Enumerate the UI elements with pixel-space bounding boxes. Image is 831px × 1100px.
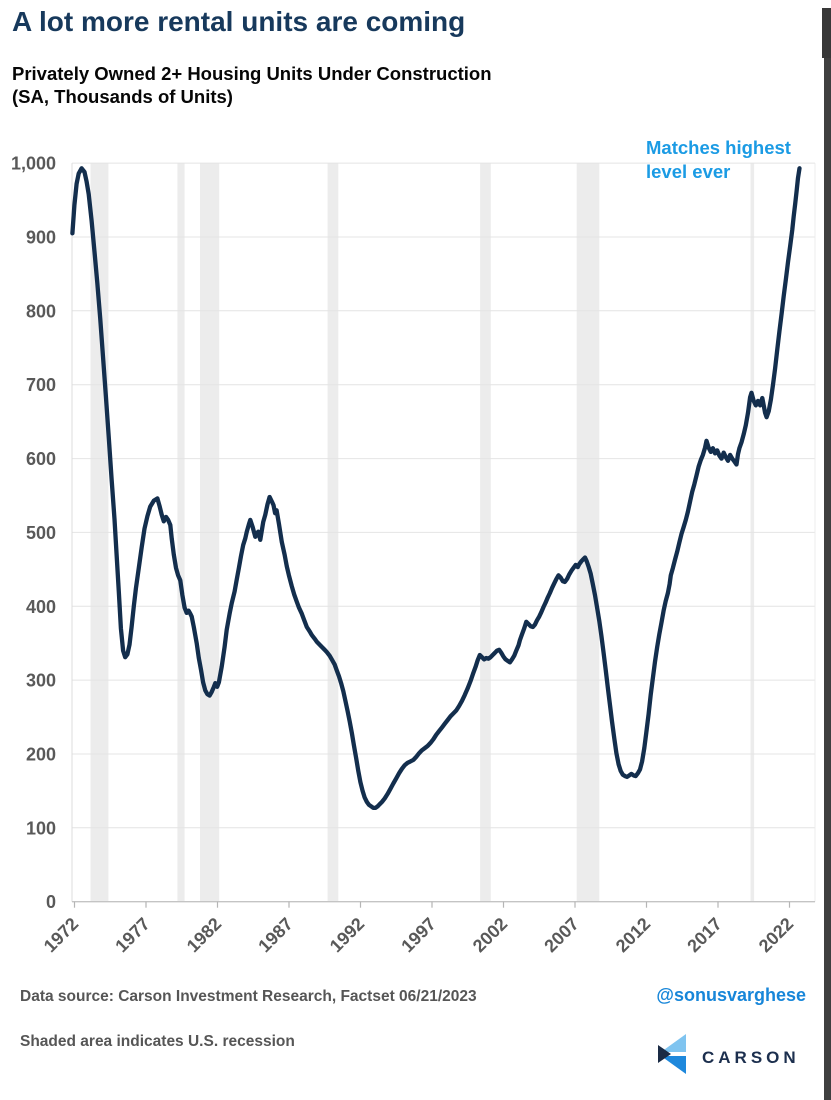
chart-annotation-line2: level ever [646, 161, 731, 182]
svg-text:1972: 1972 [40, 914, 82, 956]
svg-text:300: 300 [26, 671, 56, 691]
svg-text:500: 500 [26, 523, 56, 543]
svg-text:200: 200 [26, 745, 56, 765]
svg-text:1987: 1987 [254, 914, 296, 956]
svg-text:1982: 1982 [183, 914, 225, 956]
svg-text:2022: 2022 [755, 914, 797, 956]
svg-text:400: 400 [26, 597, 56, 617]
svg-text:2017: 2017 [683, 914, 725, 956]
x-axis-labels: 1972 1977 1982 1987 1992 1997 2002 2007 2012 2017… [40, 914, 797, 956]
chart-annotation: Matches highest level ever [646, 136, 816, 184]
svg-text:1992: 1992 [326, 914, 368, 956]
scrollbar-thumb[interactable] [822, 8, 831, 58]
gridlines [72, 162, 815, 829]
page-title: A lot more rental units are coming [12, 6, 466, 37]
svg-text:600: 600 [26, 449, 56, 469]
recession-note-text: Shaded area indicates U.S. recession [20, 1033, 295, 1050]
data-line [70, 166, 802, 811]
data-source-text: Data source: Carson Investment Research,… [20, 988, 477, 1005]
carson-logo: CARSON [656, 1032, 816, 1076]
x-axis-ticks [73, 901, 791, 908]
y-axis-labels: 0 100 200 300 400 500 600 700 800 900 1,000 [11, 154, 56, 913]
svg-text:1997: 1997 [397, 914, 439, 956]
svg-text:700: 700 [26, 375, 56, 395]
svg-text:100: 100 [26, 818, 56, 838]
svg-text:0: 0 [46, 892, 56, 912]
scrollbar-track[interactable] [824, 8, 831, 1100]
svg-text:2007: 2007 [540, 914, 582, 956]
axis-lines [71, 163, 816, 903]
svg-text:1,000: 1,000 [11, 154, 56, 174]
chart-annotation-line1: Matches highest [646, 137, 791, 158]
svg-text:900: 900 [26, 228, 56, 248]
svg-text:800: 800 [26, 301, 56, 321]
carson-logo-text: CARSON [702, 1048, 800, 1067]
svg-text:2012: 2012 [612, 914, 654, 956]
chart-subtitle: Privately Owned 2+ Housing Units Under C… [12, 63, 492, 107]
twitter-handle: @sonusvarghese [656, 985, 806, 1005]
svg-text:1977: 1977 [111, 914, 153, 956]
carson-logo-icon [658, 1034, 686, 1074]
svg-text:2002: 2002 [469, 914, 511, 956]
